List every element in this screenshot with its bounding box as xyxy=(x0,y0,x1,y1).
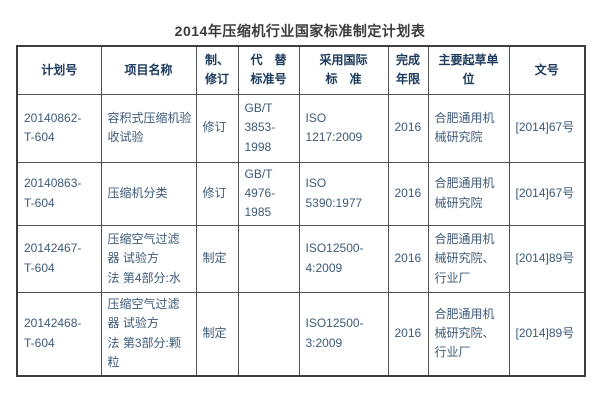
cell-drafting_unit: 合肥通用机 械研究院、 行业厂 xyxy=(427,224,510,293)
cell-replaced_std xyxy=(237,224,300,293)
header-cell-doc_no: 文号 xyxy=(508,45,586,95)
table-row: 20140862- T-604 容积式压缩机验 收试验 修订 GB/T 3853- 1… xyxy=(16,93,586,163)
table-row: 20142467- T-604 压缩空气过滤 器 试验方 法 第4部分:水 制定 IS… xyxy=(16,224,586,293)
cell-project_name: 压缩机分类 xyxy=(100,161,197,226)
cell-doc_no: [2014]67号 xyxy=(508,93,586,163)
cell-doc_no: [2014]89号 xyxy=(508,224,586,293)
cell-deadline: 2016 xyxy=(387,224,429,293)
cell-deadline: 2016 xyxy=(387,161,429,226)
table-row: 20142468- T-604 压缩空气过滤 器 试验方 法 第3部分:颗 粒制定… xyxy=(16,291,586,377)
standards-table-body: 20140862- T-604 容积式压缩机验 收试验 修订 GB/T 3853- 1… xyxy=(16,93,586,377)
header-cell-project_name: 项目名称 xyxy=(100,45,197,95)
cell-drafting_unit: 合肥通用机 械研究院 xyxy=(427,161,510,226)
cell-doc_no: [2014]89号 xyxy=(508,291,586,377)
cell-revise_type: 修订 xyxy=(195,93,239,163)
cell-deadline: 2016 xyxy=(387,93,429,163)
cell-deadline: 2016 xyxy=(387,291,429,377)
cell-replaced_std: GB/T 3853- 1998 xyxy=(237,93,300,163)
standards-plan-table: 计划号 项目名称 制、 修订代 替 标准号 采用国际 标 准完成 年限 主要起草单 位文… xyxy=(16,45,586,377)
cell-intl_std: ISO 5390:1977 xyxy=(298,161,389,226)
cell-plan_no: 20142467- T-604 xyxy=(16,224,102,293)
header-cell-replaced_std: 代 替 标准号 xyxy=(237,45,300,95)
cell-intl_std: ISO 1217:2009 xyxy=(298,93,389,163)
cell-plan_no: 20142468- T-604 xyxy=(16,291,102,377)
cell-revise_type: 制定 xyxy=(195,291,239,377)
cell-intl_std: ISO12500- 4:2009 xyxy=(298,224,389,293)
cell-project_name: 容积式压缩机验 收试验 xyxy=(100,93,197,163)
header-cell-plan_no: 计划号 xyxy=(16,45,102,95)
header-cell-deadline: 完成 年限 xyxy=(387,45,429,95)
cell-revise_type: 修订 xyxy=(195,161,239,226)
cell-doc_no: [2014]67号 xyxy=(508,161,586,226)
page: 2014年压缩机行业国家标准制定计划表 计划号 项目名称 制、 修订代 替 标准号采… xyxy=(16,23,586,377)
cell-project_name: 压缩空气过滤 器 试验方 法 第3部分:颗 粒 xyxy=(100,291,197,377)
cell-revise_type: 制定 xyxy=(195,224,239,293)
header-cell-drafting_unit: 主要起草单 位 xyxy=(427,45,510,95)
page-title: 2014年压缩机行业国家标准制定计划表 xyxy=(174,23,426,39)
cell-intl_std: ISO12500- 3:2009 xyxy=(298,291,389,377)
header-cell-revise_type: 制、 修订 xyxy=(195,45,239,95)
cell-replaced_std xyxy=(237,291,300,377)
cell-plan_no: 20140862- T-604 xyxy=(16,93,102,163)
cell-drafting_unit: 合肥通用机 械研究院、 行业厂 xyxy=(427,291,510,377)
cell-project_name: 压缩空气过滤 器 试验方 法 第4部分:水 xyxy=(100,224,197,293)
standards-table-head: 计划号 项目名称 制、 修订代 替 标准号 采用国际 标 准完成 年限 主要起草单 位文… xyxy=(16,45,586,95)
header-row: 计划号 项目名称 制、 修订代 替 标准号 采用国际 标 准完成 年限 主要起草单 位文… xyxy=(16,45,586,95)
cell-drafting_unit: 合肥通用机 械研究院 xyxy=(427,93,510,163)
cell-replaced_std: GB/T 4976- 1985 xyxy=(237,161,300,226)
cell-plan_no: 20140863- T-604 xyxy=(16,161,102,226)
header-cell-intl_std: 采用国际 标 准 xyxy=(298,45,389,95)
table-row: 20140863- T-604 压缩机分类 修订 GB/T 4976- 1985 ISO… xyxy=(16,161,586,226)
